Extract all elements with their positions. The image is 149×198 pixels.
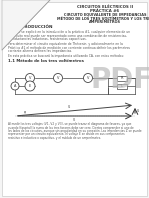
Text: CIRCUITOS ELÉCTRICOS II: CIRCUITOS ELÉCTRICOS II <box>77 5 133 9</box>
Text: V₁: V₁ <box>73 118 77 122</box>
Circle shape <box>25 81 35 91</box>
Circle shape <box>83 73 93 83</box>
Text: Para determinar el circuito equivalente de Thévenin, y adicionalmente en la: Para determinar el circuito equivalente … <box>8 43 123 47</box>
Text: PDF: PDF <box>91 66 149 94</box>
Text: E: E <box>29 84 31 88</box>
Text: V₃: V₃ <box>68 106 72 109</box>
Bar <box>117 75 127 81</box>
Text: AMPERÍMETROS: AMPERÍMETROS <box>89 20 121 24</box>
Text: L: L <box>121 84 123 88</box>
Text: PRÁCTICA #6: PRÁCTICA #6 <box>90 9 119 13</box>
Bar <box>117 84 127 89</box>
Text: circuito real puede ser representado como una combinación de resistencias,: circuito real puede ser representado com… <box>8 34 127 38</box>
Circle shape <box>25 73 35 83</box>
Text: V₂: V₂ <box>137 109 140 112</box>
Circle shape <box>11 82 19 90</box>
Text: 1.   INTRODUCCIÓN: 1. INTRODUCCIÓN <box>8 25 52 29</box>
Text: MÉTODO DE LOS TRES VOLTÍMETROS Y LOS TRES: MÉTODO DE LOS TRES VOLTÍMETROS Y LOS TRE… <box>57 16 149 21</box>
Text: •  Como se explicó en la introducción a la práctica #1, cualquier elemento de un: • Como se explicó en la introducción a l… <box>8 30 130 34</box>
Text: V: V <box>57 76 59 80</box>
Text: V: V <box>87 76 89 80</box>
Text: Al medir los tres voltajes (V1, V2 y V3), se puede trazar el diagrama de fasores: Al medir los tres voltajes (V1, V2 y V3)… <box>8 122 131 126</box>
Circle shape <box>53 73 62 83</box>
Text: φ: φ <box>24 110 26 114</box>
Text: 1.1 Método de los tres voltímetros: 1.1 Método de los tres voltímetros <box>8 60 84 64</box>
Text: resistivo e inductivo o capacitivo, y el módulo de un amperímetro.: resistivo e inductivo o capacitivo, y el… <box>8 136 101 140</box>
Text: cuando (fasorial) la suma de los tres fasores debe ser cero. Ciertos comprender : cuando (fasorial) la suma de los tres fa… <box>8 126 134 129</box>
Polygon shape <box>2 0 50 50</box>
Text: R: R <box>121 76 123 80</box>
Text: A: A <box>14 84 16 88</box>
Text: los lados de los circuitos, aunque sin angularidad en su conexión. Las impedanci: los lados de los circuitos, aunque sin a… <box>8 129 142 133</box>
Text: representar por un circuito equivalente, el voltaje E se divide en sus component: representar por un circuito equivalente,… <box>8 132 125 136</box>
Text: corriente alterna definen las impedancias.: corriente alterna definen las impedancia… <box>8 49 72 53</box>
Text: V: V <box>29 76 31 80</box>
Text: CIRCUITO EQUIVALENTE DE IMPEDANCIAS: CIRCUITO EQUIVALENTE DE IMPEDANCIAS <box>64 13 146 17</box>
Text: inductancias inductoras, resistencias capacitivas.: inductancias inductoras, resistencias ca… <box>8 37 87 41</box>
Text: En esta práctica se buscará la impedancia utilizando CA, con estos métodos:: En esta práctica se buscará la impedanci… <box>8 54 124 58</box>
Text: Práctica #1 el método de medición con corriente continua definir los parámetros: Práctica #1 el método de medición con co… <box>8 46 130 50</box>
